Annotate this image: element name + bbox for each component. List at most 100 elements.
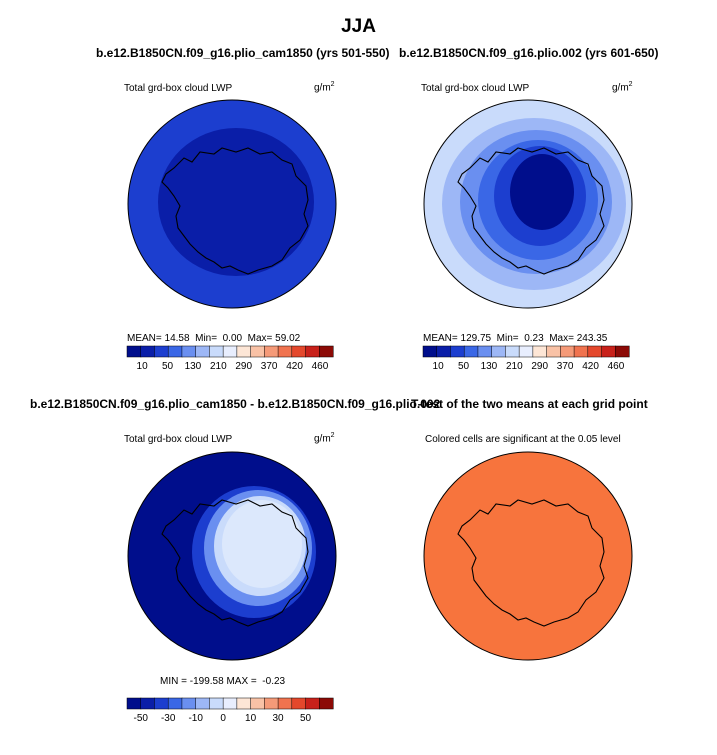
colorbar-box-5 — [195, 697, 210, 710]
colorbar-tick-label: 370 — [557, 361, 574, 372]
colorbar-tick-label: 130 — [481, 361, 498, 372]
colorbar-box-10 — [264, 697, 279, 710]
mean-label-tr: MEAN= — [423, 333, 458, 344]
subtitle-bottom-right: Colored cells are significant at the 0.0… — [425, 434, 621, 445]
colorbar-box-8 — [236, 697, 252, 710]
antarctica-coastline-top-right — [457, 147, 605, 275]
colorbar-box-7 — [518, 345, 534, 358]
units-top-right: g/m2 — [612, 81, 633, 94]
colorbar-tick-label: 10 — [245, 713, 257, 724]
colorbar-box-10 — [560, 345, 575, 358]
colorbar-box-0 — [126, 345, 142, 358]
mean-value-tl: 14.58 — [164, 333, 190, 344]
main-title: JJA — [341, 16, 376, 37]
colorbar-box-1 — [140, 345, 156, 358]
panel-title-bottom-left: b.e12.B1850CN.f09_g16.plio_cam1850 - b.e… — [30, 397, 441, 411]
panel-title-top-right: b.e12.B1850CN.f09_g16.plio.002 (yrs 601-… — [399, 46, 659, 60]
inner-contour-top-left — [158, 128, 314, 276]
colorbar-box-12 — [291, 345, 307, 358]
map-bottom-right — [423, 451, 633, 661]
colorbar-box-3 — [167, 697, 183, 710]
colorbar-tick-label: 210 — [210, 361, 227, 372]
min-value-tl: 0.00 — [222, 333, 243, 344]
colorbar-box-4 — [477, 345, 493, 358]
colorbar-box-7 — [222, 697, 238, 710]
antarctica-coastline-bottom-left — [161, 499, 309, 627]
colorbar-box-9 — [250, 697, 265, 710]
colorbar-tick-label: 10 — [137, 361, 149, 372]
max-value-tr: 243.35 — [576, 333, 608, 344]
colorbar-box-11 — [573, 345, 589, 358]
colorbar-top-left: 10 50 130 210 290 370 420 460 — [126, 345, 334, 372]
colorbar-tick-label: -30 — [161, 713, 176, 724]
colorbar-box-9 — [546, 345, 561, 358]
colorbar-box-2 — [154, 697, 169, 710]
diff-contour-4-bl — [222, 500, 302, 588]
colorbar-box-1 — [140, 697, 156, 710]
colorbar-tick-label: 50 — [162, 361, 174, 372]
mean-label-tl: MEAN= — [127, 333, 162, 344]
min-label-tl: Min= — [195, 333, 218, 344]
colorbar-tick-label: 370 — [261, 361, 278, 372]
colorbar-box-10 — [264, 345, 279, 358]
colorbar-box-4 — [181, 697, 197, 710]
colorbar-box-0 — [422, 345, 438, 358]
colorbar-tick-label: 130 — [185, 361, 202, 372]
colorbar-box-11 — [277, 345, 293, 358]
colorbar-box-14 — [319, 345, 334, 358]
min-value-tr: 0.23 — [524, 333, 544, 344]
stats-top-left: MEAN= 14.58 Min= 0.00 Max= 59.02 — [127, 333, 300, 344]
colorbar-bottom-left: -50 -30 -10 0 10 30 50 — [126, 697, 334, 724]
colorbar-box-0 — [126, 697, 142, 710]
colorbar-box-12 — [587, 345, 603, 358]
variable-label-top-right: Total grd-box cloud LWP — [421, 83, 530, 94]
variable-label-bottom-left: Total grd-box cloud LWP — [124, 434, 233, 445]
map-bottom-left — [127, 451, 337, 661]
stats-bottom-left: MIN = -199.58 MAX = -0.23 — [160, 676, 285, 687]
max-value-tl: 59.02 — [275, 333, 301, 344]
colorbar-box-6 — [505, 345, 520, 358]
colorbar-box-12 — [291, 697, 307, 710]
colorbar-tick-label: 460 — [312, 361, 329, 372]
colorbar-box-5 — [195, 345, 210, 358]
colorbar-tick-label: 210 — [506, 361, 523, 372]
colorbar-box-13 — [305, 697, 320, 710]
colorbar-tick-label: 50 — [458, 361, 470, 372]
colorbar-tick-label: 290 — [235, 361, 252, 372]
max-label-bl: MAX = — [226, 676, 257, 687]
colorbar-box-14 — [615, 345, 630, 358]
stats-top-right: MEAN= 129.75 Min= 0.23 Max= 243.35 — [423, 333, 607, 344]
colorbar-box-7 — [222, 345, 238, 358]
colorbar-box-8 — [236, 345, 252, 358]
ttest-fill-bottom-right — [423, 451, 633, 661]
map-top-right — [423, 99, 633, 309]
max-label-tr: Max= — [549, 333, 574, 344]
antarctica-coastline-bottom-right — [457, 499, 605, 627]
min-label-bl: MIN = — [160, 676, 187, 687]
colorbar-tick-label: 30 — [273, 713, 285, 724]
colorbar-box-8 — [532, 345, 548, 358]
colorbar-box-1 — [436, 345, 452, 358]
max-label-tl: Max= — [247, 333, 273, 344]
contour-level-6-tr — [510, 154, 574, 230]
colorbar-box-6 — [209, 345, 224, 358]
map-top-left — [127, 99, 337, 309]
colorbar-tick-label: -50 — [134, 713, 149, 724]
colorbar-box-3 — [167, 345, 183, 358]
map-border-top-left — [127, 99, 337, 309]
colorbar-box-4 — [181, 345, 197, 358]
panel-title-bottom-right: T-test of the two means at each grid poi… — [411, 397, 648, 411]
variable-label-top-left: Total grd-box cloud LWP — [124, 83, 233, 94]
min-value-bl: -199.58 — [189, 676, 224, 687]
mean-value-tr: 129.75 — [460, 333, 492, 344]
max-value-bl: -0.23 — [262, 676, 286, 687]
units-top-left: g/m2 — [314, 81, 335, 94]
colorbar-box-14 — [319, 697, 334, 710]
min-label-tr: Min= — [496, 333, 519, 344]
colorbar-tick-label: 460 — [608, 361, 625, 372]
colorbar-tick-label: 290 — [531, 361, 548, 372]
map-border-bottom-left — [127, 451, 337, 661]
colorbar-box-2 — [154, 345, 169, 358]
colorbar-top-right: 10 50 130 210 290 370 420 460 — [422, 345, 630, 372]
colorbar-tick-label: 420 — [582, 361, 599, 372]
